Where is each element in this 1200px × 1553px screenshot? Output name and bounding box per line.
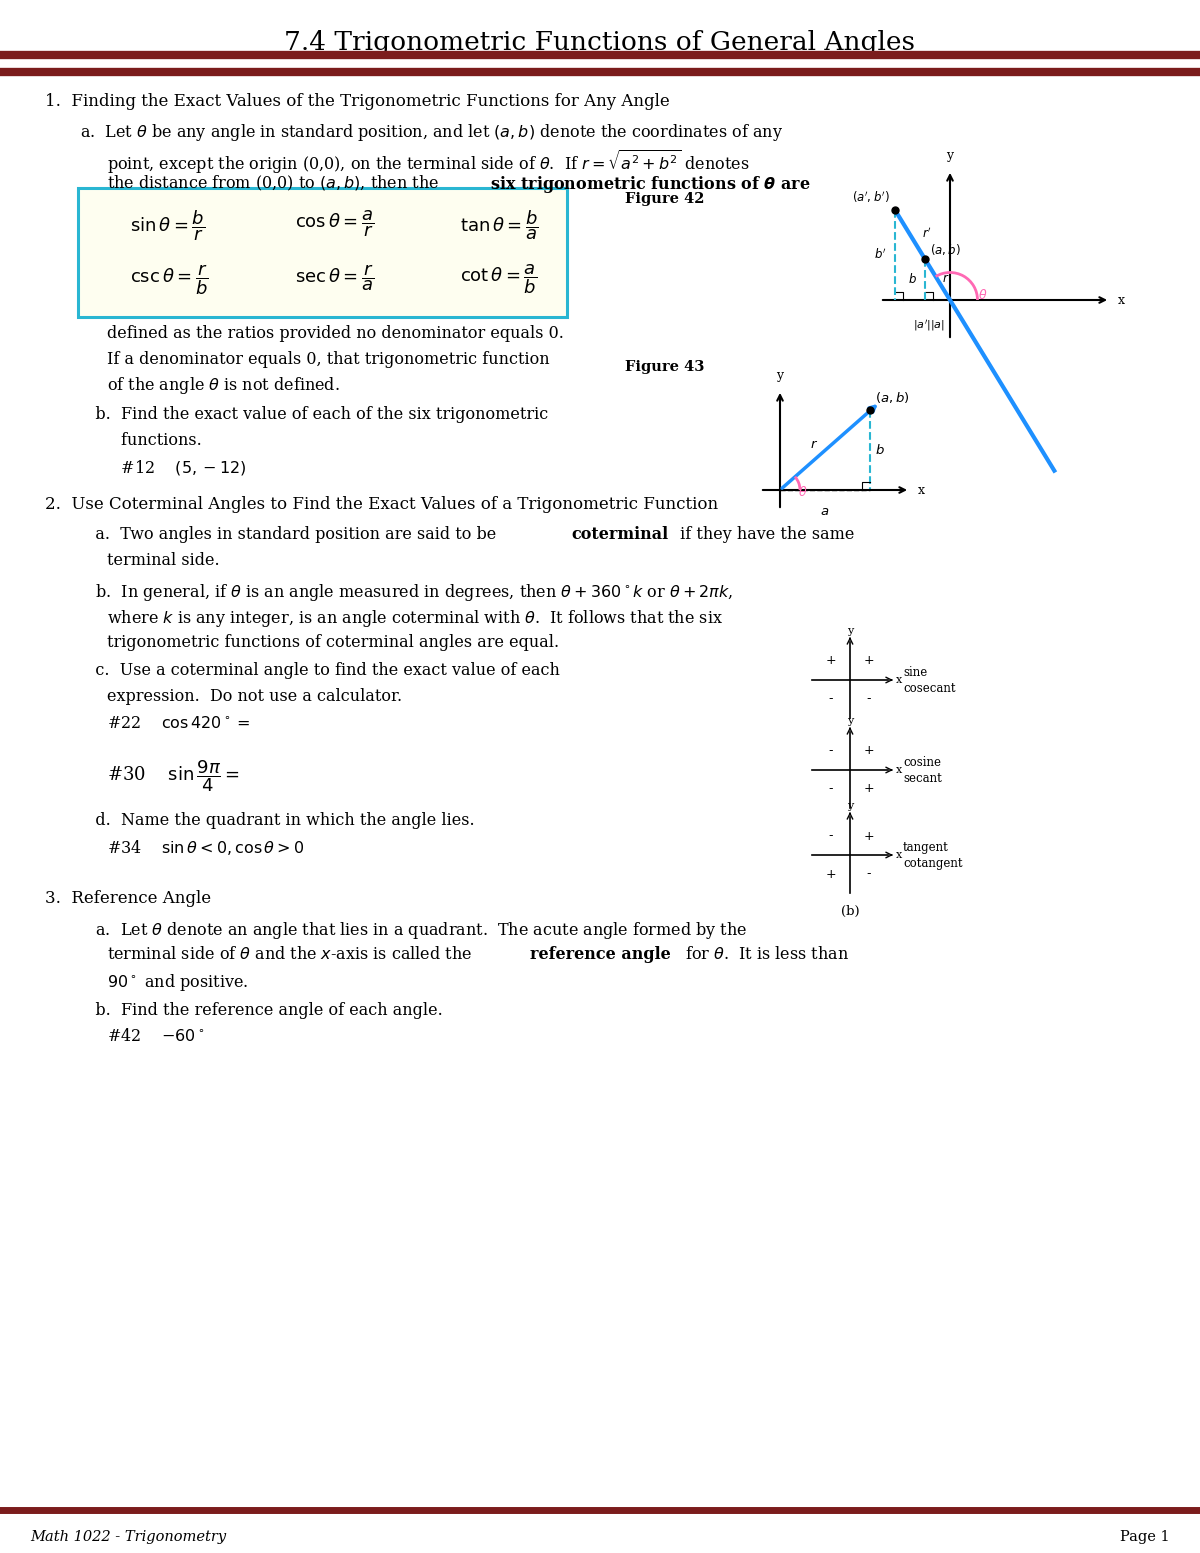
Text: x: x [896,849,902,860]
Text: sine: sine [904,666,928,679]
Text: a.  Two angles in standard position are said to be: a. Two angles in standard position are s… [80,526,502,544]
Text: $(a', b')$: $(a', b')$ [852,189,890,205]
Text: secant: secant [904,772,942,784]
Text: y: y [947,149,954,162]
Text: -: - [829,829,833,842]
Text: #34    $\sin\theta < 0, \cos\theta > 0$: #34 $\sin\theta < 0, \cos\theta > 0$ [107,839,305,857]
Text: the distance from (0,0) to $(a, b)$, then the: the distance from (0,0) to $(a, b)$, the… [107,174,440,193]
Text: $90^\circ$ and positive.: $90^\circ$ and positive. [107,972,248,992]
Text: b.  Find the reference angle of each angle.: b. Find the reference angle of each angl… [80,1002,443,1019]
Text: d.  Name the quadrant in which the angle lies.: d. Name the quadrant in which the angle … [80,812,475,829]
Text: x: x [918,483,925,497]
Text: $\theta$: $\theta$ [978,287,988,301]
Text: +: + [864,654,875,668]
Text: +: + [864,783,875,795]
Text: $\sec\theta = \dfrac{r}{a}$: $\sec\theta = \dfrac{r}{a}$ [295,262,374,292]
Text: +: + [826,868,836,881]
Text: of the angle $\theta$ is not defined.: of the angle $\theta$ is not defined. [107,374,340,396]
Text: six trigonometric functions of $\boldsymbol{\theta}$ are: six trigonometric functions of $\boldsym… [490,174,811,196]
Text: x: x [896,676,902,685]
Text: $(a, b)$: $(a, b)$ [875,390,910,405]
Text: Math 1022 - Trigonometry: Math 1022 - Trigonometry [30,1530,226,1544]
Text: coterminal: coterminal [571,526,668,544]
Text: y: y [847,801,853,811]
Text: $(a, b)$: $(a, b)$ [930,242,961,256]
Text: b.  Find the exact value of each of the six trigonometric: b. Find the exact value of each of the s… [80,405,548,422]
Text: (b): (b) [841,905,859,918]
Text: $\sin\theta = \dfrac{b}{r}$: $\sin\theta = \dfrac{b}{r}$ [130,208,205,242]
Text: $r$: $r$ [942,272,949,286]
Text: $\cos\theta = \dfrac{a}{r}$: $\cos\theta = \dfrac{a}{r}$ [295,208,374,239]
Text: where $k$ is any integer, is an angle coterminal with $\theta$.  It follows that: where $k$ is any integer, is an angle co… [107,609,722,629]
Text: reference angle: reference angle [530,946,671,963]
Text: defined as the ratios provided no denominator equals 0.: defined as the ratios provided no denomi… [107,325,564,342]
Text: $b'$: $b'$ [875,248,887,262]
Text: -: - [829,693,833,705]
Text: Page 1: Page 1 [1121,1530,1170,1544]
Text: expression.  Do not use a calculator.: expression. Do not use a calculator. [107,688,402,705]
Text: a.  Let $\theta$ denote an angle that lies in a quadrant.  The acute angle forme: a. Let $\theta$ denote an angle that lie… [80,919,748,941]
Text: $b$: $b$ [908,272,917,286]
Text: b.  In general, if $\theta$ is an angle measured in degrees, then $\theta + 360^: b. In general, if $\theta$ is an angle m… [80,582,733,603]
Text: +: + [864,829,875,842]
Text: terminal side of $\theta$ and the $x$-axis is called the: terminal side of $\theta$ and the $x$-ax… [107,946,473,963]
Text: x: x [1118,294,1126,306]
Text: $\tan\theta = \dfrac{b}{a}$: $\tan\theta = \dfrac{b}{a}$ [460,208,539,242]
Text: trigonometric functions of coterminal angles are equal.: trigonometric functions of coterminal an… [107,634,559,651]
Text: tangent: tangent [904,840,949,854]
Text: +: + [826,654,836,668]
Text: cotangent: cotangent [904,857,962,870]
Text: point, except the origin (0,0), on the terminal side of $\theta$.  If $r = \sqrt: point, except the origin (0,0), on the t… [107,148,750,175]
Text: #42    $-60^\circ$: #42 $-60^\circ$ [107,1028,204,1045]
Text: Figure 43: Figure 43 [625,360,704,374]
Text: $a$: $a$ [821,505,829,519]
Text: -: - [866,693,871,705]
Text: cosecant: cosecant [904,682,955,694]
Text: y: y [776,370,784,382]
Text: $\cot\theta = \dfrac{a}{b}$: $\cot\theta = \dfrac{a}{b}$ [460,262,538,295]
FancyBboxPatch shape [78,188,568,317]
Text: $\csc\theta = \dfrac{r}{b}$: $\csc\theta = \dfrac{r}{b}$ [130,262,209,297]
Text: -: - [866,868,871,881]
Text: a.  Let $\theta$ be any angle in standard position, and let $(a, b)$ denote the : a. Let $\theta$ be any angle in standard… [80,123,784,143]
Text: c.  Use a coterminal angle to find the exact value of each: c. Use a coterminal angle to find the ex… [80,662,560,679]
Text: x: x [896,766,902,775]
Text: terminal side.: terminal side. [107,551,220,568]
Text: If a denominator equals 0, that trigonometric function: If a denominator equals 0, that trigonom… [107,351,550,368]
Text: $\theta$: $\theta$ [798,485,808,499]
Text: -: - [829,744,833,758]
Text: y: y [847,626,853,637]
Text: if they have the same: if they have the same [674,526,854,544]
Text: -: - [829,783,833,795]
Text: 7.4 Trigonometric Functions of General Angles: 7.4 Trigonometric Functions of General A… [284,30,916,54]
Text: +: + [864,744,875,758]
Text: cosine: cosine [904,755,941,769]
Text: $b$: $b$ [875,443,884,457]
Text: $r'$: $r'$ [922,227,931,241]
Text: for $\theta$.  It is less than: for $\theta$. It is less than [680,946,848,963]
Text: $r$: $r$ [810,438,818,452]
Text: #12    $(5, -12)$: #12 $(5, -12)$ [80,458,246,477]
Text: 1.  Finding the Exact Values of the Trigonometric Functions for Any Angle: 1. Finding the Exact Values of the Trigo… [46,93,670,110]
Text: #22    $\cos 420^\circ =$: #22 $\cos 420^\circ =$ [107,714,250,731]
Text: $|a'|$: $|a'|$ [913,318,931,332]
Text: $|a|$: $|a|$ [930,318,944,332]
Text: #30    $\sin\dfrac{9\pi}{4} =$: #30 $\sin\dfrac{9\pi}{4} =$ [107,758,240,794]
Text: 2.  Use Coterminal Angles to Find the Exact Values of a Trigonometric Function: 2. Use Coterminal Angles to Find the Exa… [46,495,718,512]
Text: 3.  Reference Angle: 3. Reference Angle [46,890,211,907]
Text: functions.: functions. [80,432,202,449]
Text: y: y [847,716,853,725]
Text: Figure 42: Figure 42 [625,193,704,207]
